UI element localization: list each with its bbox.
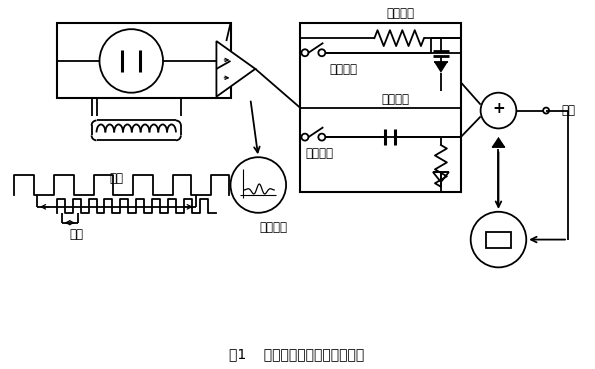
Text: 输出: 输出 [561,104,575,117]
Text: 微分电路: 微分电路 [381,93,409,106]
Polygon shape [217,41,255,97]
Circle shape [481,93,516,128]
Text: 低频: 低频 [109,172,123,184]
Text: +: + [492,101,505,116]
Polygon shape [491,137,505,147]
Polygon shape [433,172,449,182]
Circle shape [543,108,549,114]
Circle shape [318,134,325,141]
Text: 低频采样: 低频采样 [330,63,358,76]
Text: 高频: 高频 [70,228,84,241]
Circle shape [471,212,526,268]
Circle shape [99,29,163,93]
Circle shape [318,49,325,56]
Circle shape [230,157,286,213]
Text: 图1    双频矩形波励磁测量原理图: 图1 双频矩形波励磁测量原理图 [230,347,365,361]
Circle shape [302,134,308,141]
Text: 积分电路: 积分电路 [386,7,414,20]
Bar [300,23,461,192]
Polygon shape [434,62,448,73]
Text: 流体噪声: 流体噪声 [259,221,287,234]
Bar [486,232,511,248]
Circle shape [302,49,308,56]
Bar [57,23,230,98]
Text: 高频采样: 高频采样 [305,148,333,161]
